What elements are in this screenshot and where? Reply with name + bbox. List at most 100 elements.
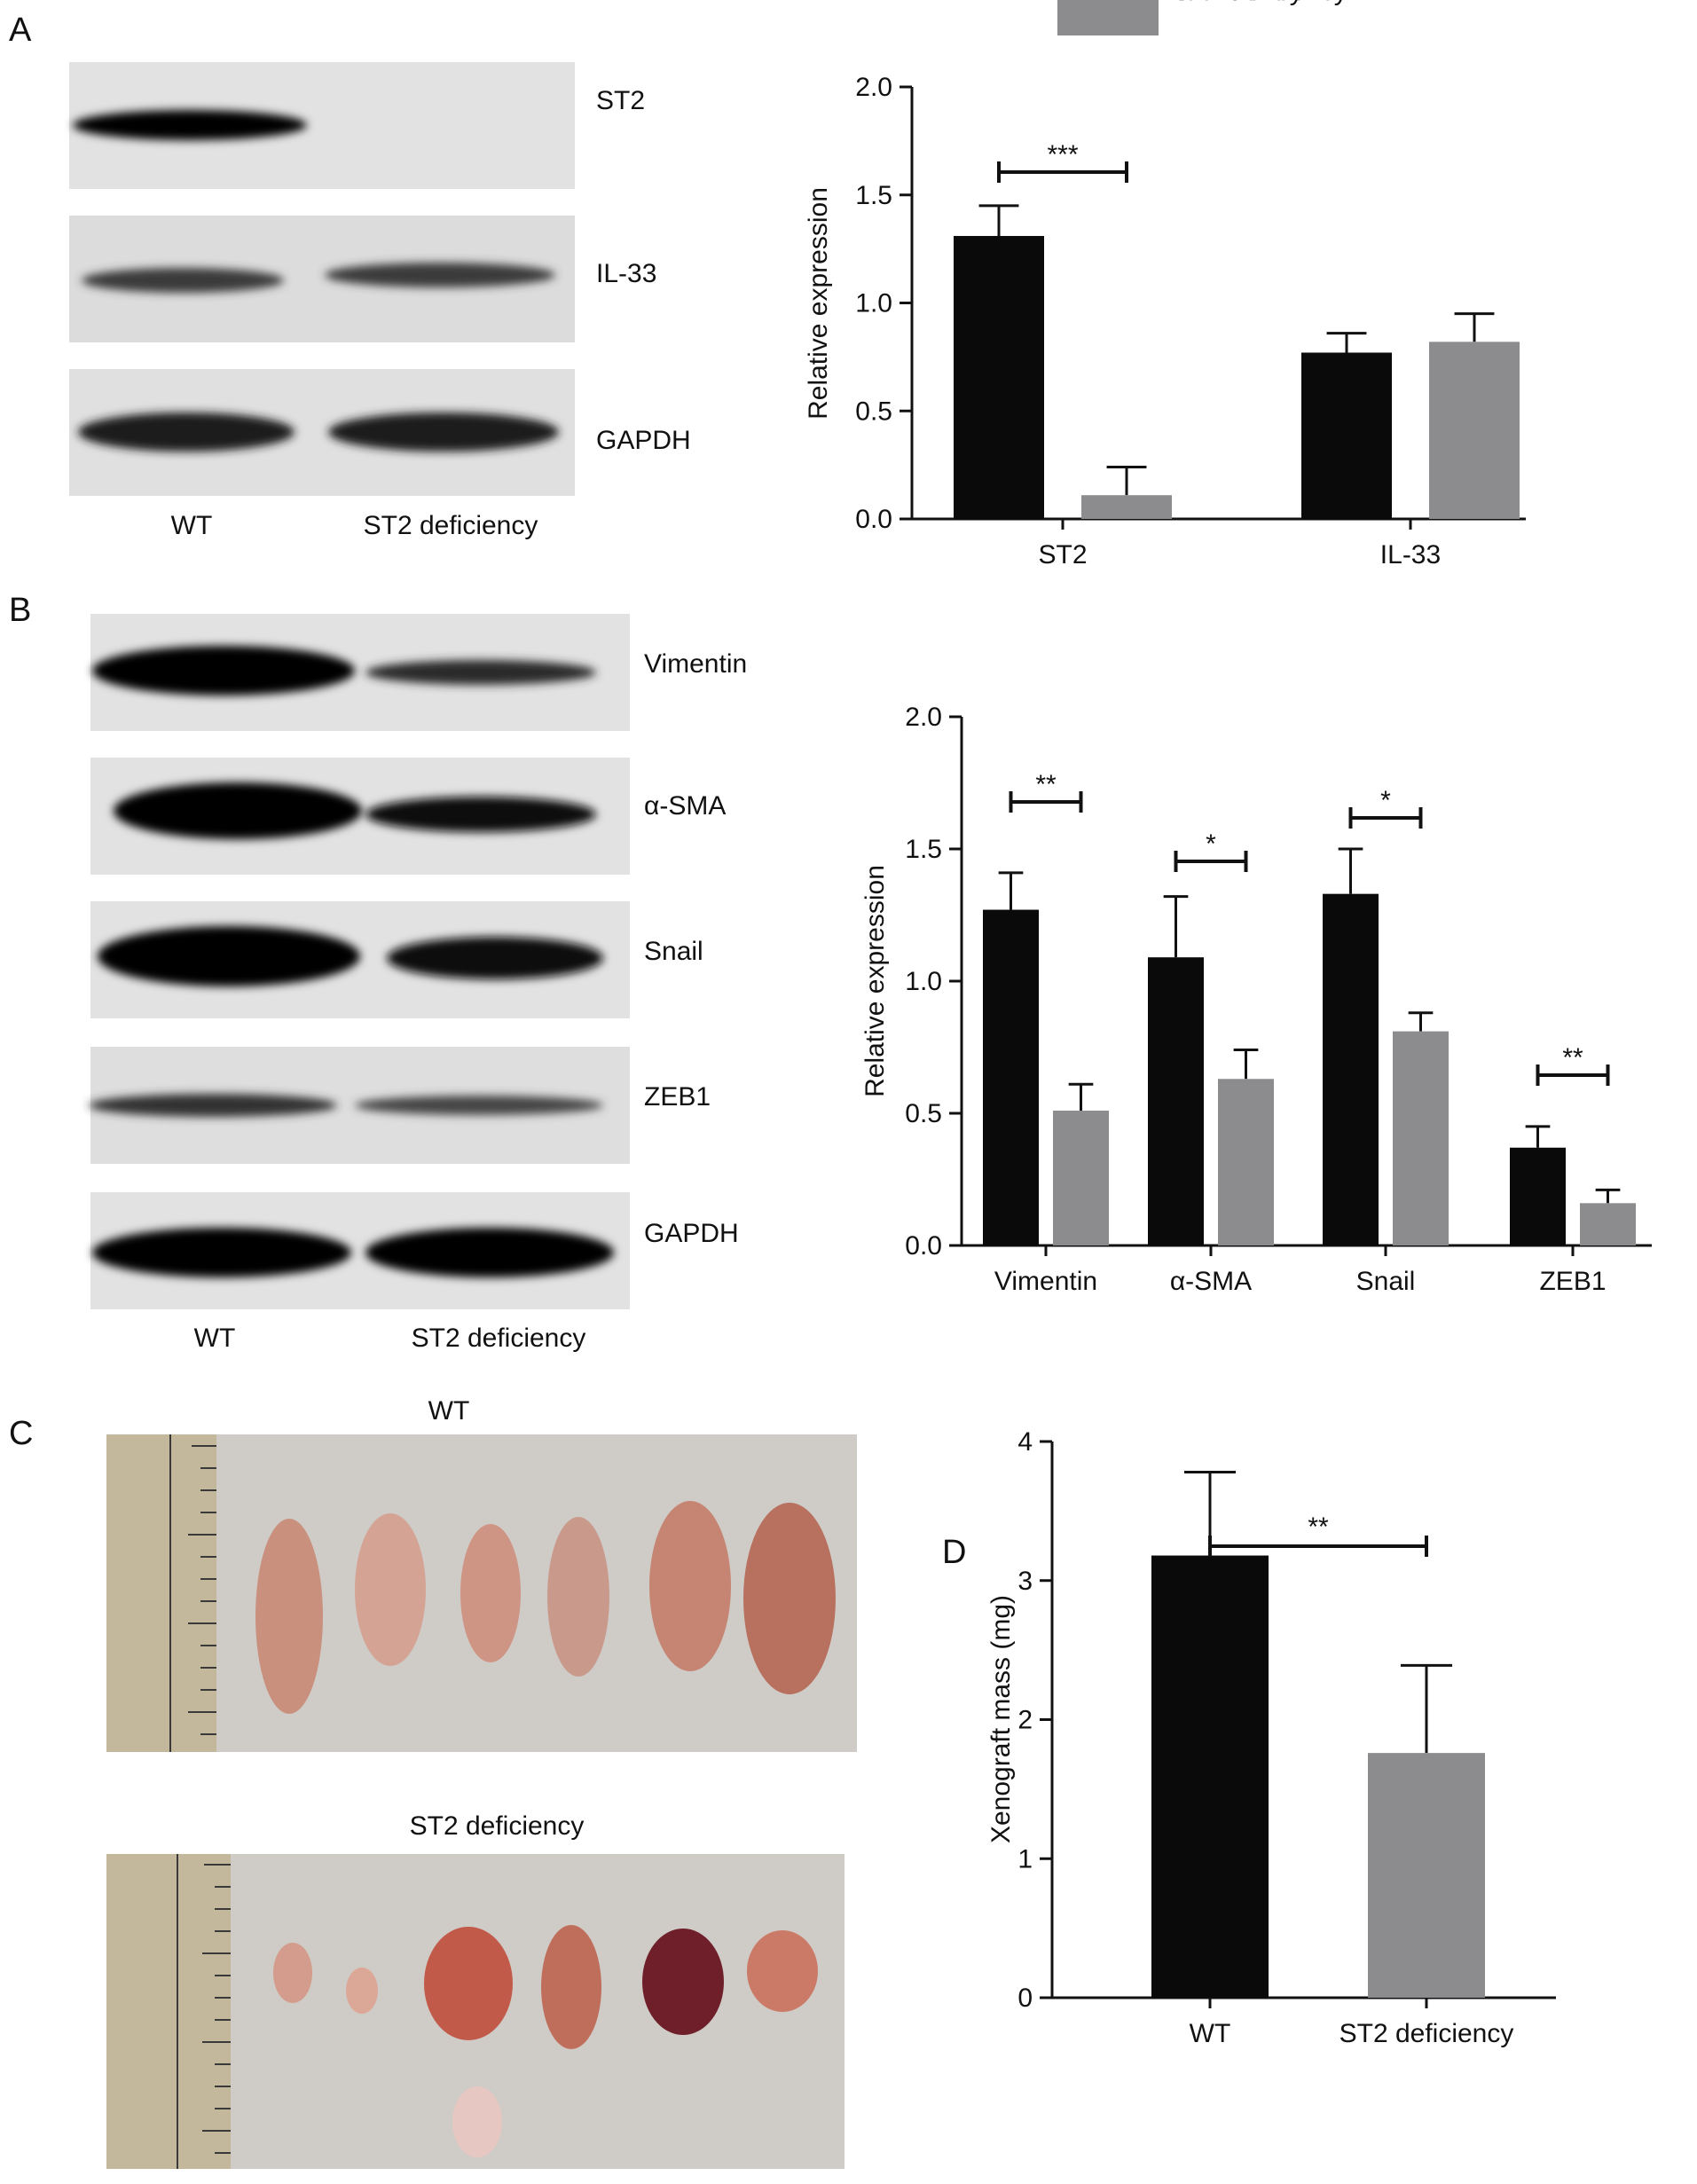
band xyxy=(89,1094,337,1117)
legend-swatch xyxy=(1102,0,1159,35)
blot-label-il33: IL-33 xyxy=(596,259,656,288)
tumor xyxy=(424,1927,513,2040)
ruler-ticks xyxy=(169,1434,216,1752)
y-axis-label: Xenograft mass (mg) xyxy=(986,1595,1016,1843)
ruler-ticks xyxy=(177,1854,231,2169)
significance-label: ** xyxy=(1308,1512,1329,1542)
blot-label-snail: Snail xyxy=(644,937,703,966)
bar xyxy=(983,909,1039,1245)
significance-label: * xyxy=(1206,829,1216,859)
legend-label: ST2 deficiency xyxy=(1173,0,1347,6)
significance-label: *** xyxy=(1047,140,1078,169)
bar xyxy=(1580,1203,1636,1245)
y-tick-label: 0 xyxy=(1017,1984,1033,2013)
panel-letter-c: C xyxy=(9,1415,33,1452)
band xyxy=(387,937,603,979)
tumor xyxy=(547,1517,609,1677)
band xyxy=(92,1228,351,1277)
tumor xyxy=(255,1519,323,1714)
blot-strip-zeb1 xyxy=(89,1047,630,1164)
blot-strip-asma xyxy=(90,758,630,875)
tumor xyxy=(642,1929,724,2035)
bar xyxy=(1510,1147,1566,1245)
blot-label-gapdh-a: GAPDH xyxy=(596,426,691,455)
tumor xyxy=(747,1930,818,2012)
y-tick-label: 2.0 xyxy=(855,73,892,102)
y-axis-label: Relative expression xyxy=(860,865,890,1097)
tumor xyxy=(273,1943,312,2003)
tumor xyxy=(541,1925,601,2049)
bar xyxy=(1368,1753,1485,1998)
bar-chart-b: 0.0 0.5 1.0 1.5 2.0 Relative expression Viment… xyxy=(860,0,1652,1296)
y-tick-label: 0.0 xyxy=(855,505,892,534)
blot-strip-snail xyxy=(90,901,630,1018)
bar xyxy=(954,236,1044,519)
significance-label: ** xyxy=(1035,770,1057,799)
x-tick-label: Snail xyxy=(1356,1267,1416,1296)
panel-letter-a: A xyxy=(9,12,32,49)
tumor xyxy=(649,1501,731,1671)
blot-strip-il33 xyxy=(69,216,575,342)
y-tick-label: 1.5 xyxy=(905,835,942,864)
band xyxy=(98,926,360,986)
tumor-set-st2 xyxy=(273,1925,818,2157)
y-tick-label: 1.5 xyxy=(855,181,892,210)
bar-chart-a: 0.0 0.5 1.0 1.5 2.0 Relative expression ST2 IL-… xyxy=(804,0,1526,570)
y-tick-label: 1.0 xyxy=(855,289,892,318)
y-tick-label: 2.0 xyxy=(905,703,942,732)
bar xyxy=(1393,1031,1449,1245)
ruler xyxy=(106,1434,216,1752)
y-tick-label: 1.0 xyxy=(905,967,942,996)
tumor xyxy=(460,1524,521,1662)
band xyxy=(325,263,555,287)
band xyxy=(365,797,596,832)
legend-label: WT xyxy=(1173,0,1214,6)
blot-label-gapdh-b: GAPDH xyxy=(644,1219,739,1248)
band xyxy=(365,1228,614,1277)
blot-strip-gapdh-a xyxy=(69,369,575,496)
blot-label-st2: ST2 xyxy=(596,86,645,115)
bar xyxy=(1301,352,1392,519)
photo-wt xyxy=(106,1434,857,1752)
band xyxy=(114,782,362,839)
x-tick-label: IL-33 xyxy=(1380,540,1441,570)
significance-label: * xyxy=(1380,786,1391,815)
lane-label-wt-a: WT xyxy=(171,511,213,540)
blot-label-zeb1: ZEB1 xyxy=(644,1082,711,1112)
y-axis-label: Relative expression xyxy=(804,187,833,420)
y-tick-label: 0.5 xyxy=(855,397,892,426)
y-tick-label: 2 xyxy=(1017,1706,1033,1735)
photo-title-wt: WT xyxy=(428,1396,470,1426)
blot-a: ST2 IL-33 GAPDH WT ST2 deficiency xyxy=(69,62,691,540)
lane-label-st2-a: ST2 deficiency xyxy=(364,511,538,540)
panel-letter-d: D xyxy=(942,1534,966,1571)
significance-label: ** xyxy=(1562,1043,1583,1072)
bar xyxy=(1053,1111,1109,1245)
bar xyxy=(1081,495,1172,519)
y-tick-label: 3 xyxy=(1017,1567,1033,1596)
y-tick-label: 0.0 xyxy=(905,1231,942,1261)
legend-label: ST2 deficiency xyxy=(1128,0,1303,6)
blot-strip-st2 xyxy=(69,62,575,189)
xenograft-photos: WT ST2 deficiency xyxy=(106,1396,857,2169)
y-tick-label: 4 xyxy=(1017,1427,1033,1457)
ruler xyxy=(106,1854,231,2169)
blot-label-vimentin: Vimentin xyxy=(644,649,747,679)
x-tick-label: α-SMA xyxy=(1170,1267,1252,1296)
panel-letter-b: B xyxy=(9,592,31,629)
band xyxy=(82,268,284,293)
blot-strip-vimentin xyxy=(90,614,630,731)
blot-label-asma: α-SMA xyxy=(644,791,726,821)
bar xyxy=(1148,957,1204,1245)
band xyxy=(328,412,559,452)
bar xyxy=(1151,1555,1269,1998)
tumor xyxy=(355,1513,426,1666)
lane-label-st2-b: ST2 deficiency xyxy=(412,1324,586,1353)
y-tick-label: 1 xyxy=(1017,1844,1033,1874)
x-tick-label: ZEB1 xyxy=(1539,1267,1606,1296)
band xyxy=(355,1096,603,1115)
tumor-residue xyxy=(452,2086,502,2157)
tumor xyxy=(346,1968,378,2014)
band xyxy=(78,412,295,452)
